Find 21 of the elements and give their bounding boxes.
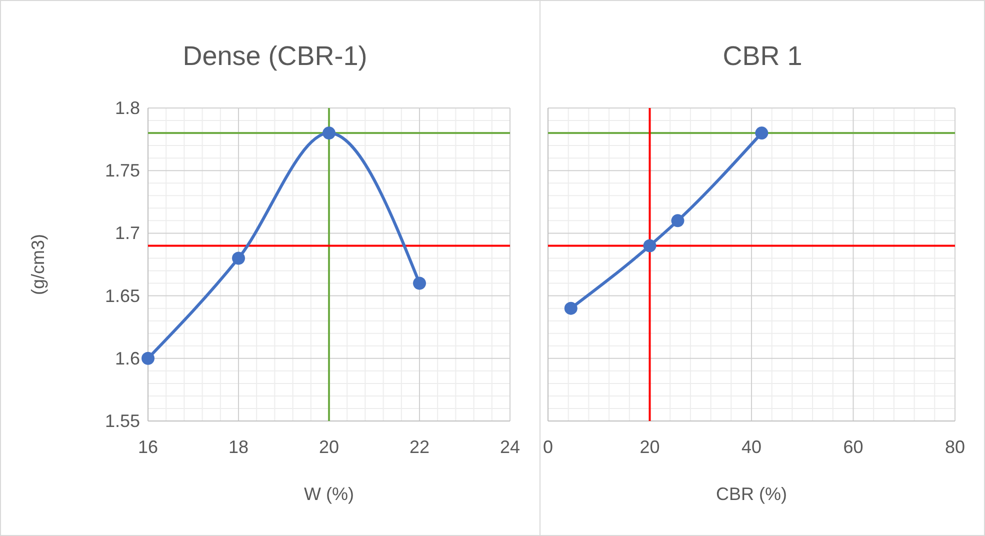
chart-title: CBR 1 — [722, 41, 802, 71]
y-tick-label: 1.7 — [114, 223, 140, 244]
x-tick-label: 22 — [409, 437, 430, 457]
x-tick-label: 0 — [542, 437, 554, 457]
y-tick-label: 1.8 — [114, 98, 140, 118]
x-tick-label: 20 — [640, 437, 660, 457]
x-axis-title: W (%) — [304, 484, 354, 504]
x-tick-label: 60 — [843, 437, 864, 457]
x-tick-label: 24 — [500, 437, 520, 457]
chart-title: Dense (CBR-1) — [182, 41, 368, 71]
y-tick-label: 1.55 — [104, 411, 140, 431]
x-axis-title: CBR (%) — [716, 484, 787, 504]
x-tick-label: 20 — [318, 437, 340, 457]
x-tick-label: 18 — [228, 437, 249, 457]
x-tick-label: 40 — [741, 437, 762, 457]
y-tick-label: 1.75 — [104, 160, 140, 181]
x-tick-label: 80 — [944, 437, 966, 457]
x-tick-label: 16 — [138, 437, 158, 457]
y-tick-label: 1.65 — [104, 286, 140, 306]
y-tick-label: 1.6 — [114, 348, 140, 368]
y-axis-title: (g/cm3) — [28, 234, 48, 296]
